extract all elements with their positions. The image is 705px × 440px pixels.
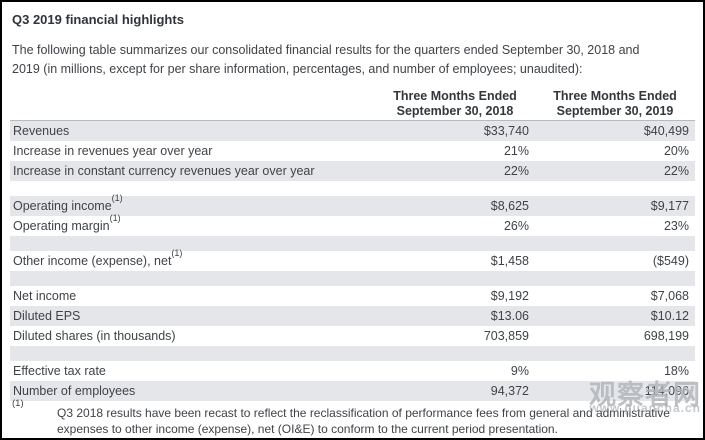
- value-2018: 9%: [510, 364, 529, 378]
- row-label: Revenues: [13, 124, 70, 138]
- footnote-line-1: Q3 2018 results have been recast to refl…: [57, 406, 670, 420]
- value-2018: $13.06: [490, 309, 529, 323]
- value-2019: $10.12: [650, 309, 689, 323]
- value-2018: $9,192: [490, 289, 529, 303]
- row-label: Operating margin(1): [13, 212, 121, 233]
- footnote-marker: (1): [12, 398, 24, 409]
- table-row: Net income $9,192 $7,068: [10, 286, 695, 306]
- column-header-2018-line2: September 30, 2018: [396, 104, 514, 118]
- table-row: Other income (expense), net(1) $1,458 ($54…: [10, 247, 695, 271]
- value-2018: 22%: [503, 164, 529, 178]
- value-2018: 94,372: [490, 384, 529, 398]
- row-label: Increase in revenues year over year: [13, 144, 213, 158]
- column-header-2019-line1: Three Months Ended: [553, 89, 677, 103]
- value-2019: 114,096: [644, 384, 689, 398]
- table-row: Increase in constant currency revenues y…: [10, 161, 695, 181]
- financial-table: Revenues $33,740 $40,499 Increase in revenu…: [10, 120, 695, 401]
- table-row: Operating income(1) $8,625 $9,177: [10, 192, 695, 216]
- footnote: (1) Q3 2018 results have been recast to …: [12, 398, 693, 437]
- spacer-row: [10, 271, 695, 286]
- value-2019: $7,068: [650, 289, 689, 303]
- footnote-reference: (1): [109, 212, 121, 223]
- table-row: Increase in revenues year over year 21% 20…: [10, 141, 695, 161]
- table-row: Diluted EPS $13.06 $10.12: [10, 306, 695, 326]
- row-label: Other income (expense), net(1): [13, 247, 183, 268]
- footnote-text: Q3 2018 results have been recast to refl…: [57, 405, 670, 437]
- intro-paragraph: The following table summarizes our conso…: [12, 41, 693, 79]
- row-label: Operating income(1): [13, 192, 123, 213]
- spacer-row: [10, 346, 695, 361]
- table-header-row: Three Months Ended September 30, 2018 Th…: [10, 89, 695, 119]
- page-title: Q3 2019 financial highlights: [12, 12, 184, 27]
- table-row: Revenues $33,740 $40,499: [10, 121, 695, 141]
- row-label: Diluted shares (in thousands): [13, 329, 176, 343]
- footnote-line-2: expenses to other income (expense), net …: [57, 422, 558, 436]
- row-label: Increase in constant currency revenues y…: [13, 164, 315, 178]
- value-2019: 20%: [663, 144, 689, 158]
- table-row: Effective tax rate 9% 18%: [10, 361, 695, 381]
- footnote-reference: (1): [171, 247, 183, 258]
- column-header-2018: Three Months Ended September 30, 2018: [375, 89, 535, 119]
- table-row: Number of employees 94,372 114,096: [10, 381, 695, 401]
- value-2018: $1,458: [490, 254, 529, 268]
- value-2018: $33,740: [483, 124, 529, 138]
- value-2019: $40,499: [643, 124, 689, 138]
- value-2018: $8,625: [490, 199, 529, 213]
- value-2019: 698,199: [643, 329, 689, 343]
- value-2019: $9,177: [650, 199, 689, 213]
- value-2019: 18%: [663, 364, 689, 378]
- value-2018: 21%: [503, 144, 529, 158]
- footnote-reference: (1): [111, 192, 123, 203]
- table-row: Diluted shares (in thousands) 703,859 698,…: [10, 326, 695, 346]
- row-label: Diluted EPS: [13, 309, 81, 323]
- header-label-spacer: [10, 89, 375, 119]
- value-2018: 26%: [503, 219, 529, 233]
- row-label: Number of employees: [13, 384, 136, 398]
- column-header-2018-line1: Three Months Ended: [393, 89, 517, 103]
- value-2018: 703,859: [483, 329, 529, 343]
- spacer-row: [10, 236, 695, 251]
- value-2019: 23%: [663, 219, 689, 233]
- intro-line-1: The following table summarizes our conso…: [12, 43, 640, 57]
- column-header-2019-line2: September 30, 2019: [556, 104, 674, 118]
- intro-line-2: 2019 (in millions, except for per share …: [12, 62, 583, 76]
- row-label: Net income: [13, 289, 77, 303]
- row-label: Effective tax rate: [13, 364, 106, 378]
- value-2019: ($549): [652, 254, 689, 268]
- value-2019: 22%: [663, 164, 689, 178]
- table-row: Operating margin(1) 26% 23%: [10, 212, 695, 236]
- column-header-2019: Three Months Ended September 30, 2019: [535, 89, 695, 119]
